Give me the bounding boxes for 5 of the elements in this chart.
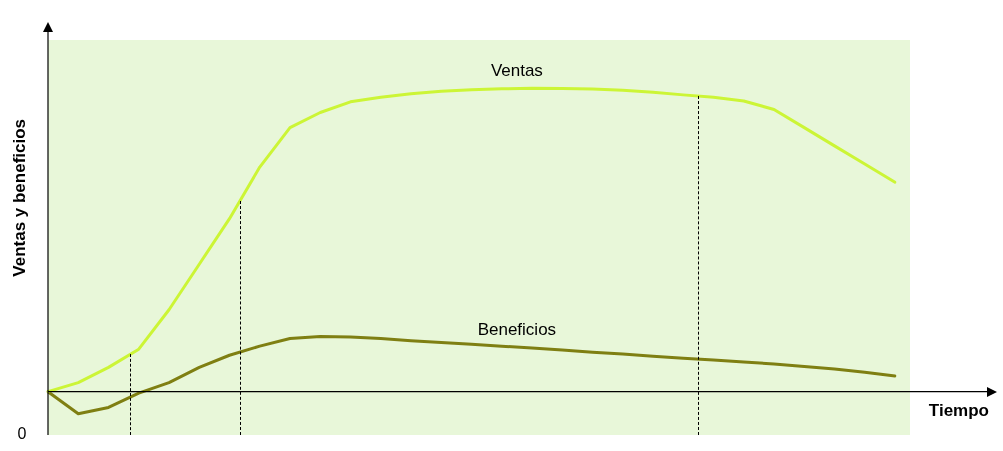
text: 0: [17, 425, 27, 442]
series-label: Ventas: [490, 61, 543, 81]
x-axis-title: Tiempo: [928, 401, 989, 421]
series-label: Beneficios: [477, 320, 557, 340]
y-axis-title: Ventas y beneficios: [9, 118, 29, 277]
